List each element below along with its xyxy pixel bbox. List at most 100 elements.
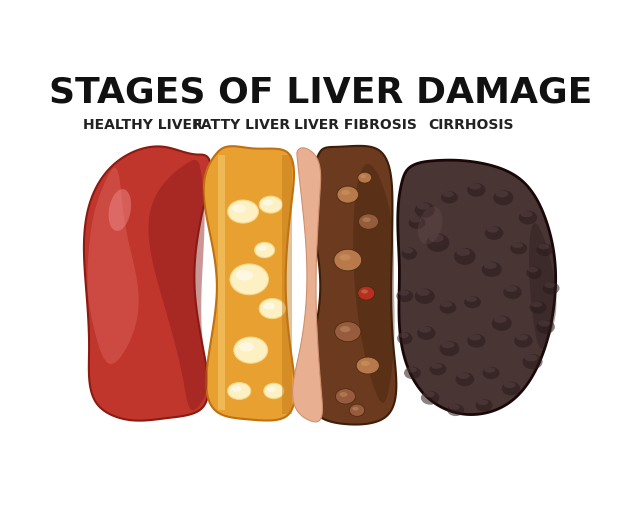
Text: FATTY LIVER: FATTY LIVER — [193, 118, 290, 132]
Ellipse shape — [512, 242, 523, 248]
Ellipse shape — [231, 386, 242, 392]
Ellipse shape — [429, 363, 446, 375]
Ellipse shape — [466, 296, 477, 302]
Ellipse shape — [447, 404, 464, 416]
Text: LIVER FIBROSIS: LIVER FIBROSIS — [294, 118, 417, 132]
Ellipse shape — [454, 248, 476, 265]
Ellipse shape — [449, 404, 460, 409]
Polygon shape — [353, 164, 394, 403]
Ellipse shape — [493, 190, 513, 205]
Ellipse shape — [441, 341, 454, 348]
Ellipse shape — [419, 327, 431, 333]
Ellipse shape — [458, 373, 470, 379]
Ellipse shape — [525, 354, 538, 361]
Ellipse shape — [536, 244, 553, 256]
Polygon shape — [148, 160, 208, 410]
Ellipse shape — [469, 183, 481, 190]
Ellipse shape — [258, 245, 267, 251]
Ellipse shape — [426, 234, 449, 252]
Ellipse shape — [259, 298, 285, 319]
Polygon shape — [529, 223, 557, 349]
Ellipse shape — [504, 382, 516, 388]
Ellipse shape — [234, 337, 268, 363]
Ellipse shape — [485, 226, 503, 240]
Polygon shape — [292, 148, 322, 422]
Ellipse shape — [421, 391, 439, 405]
Ellipse shape — [399, 332, 409, 338]
Ellipse shape — [396, 290, 413, 302]
Ellipse shape — [415, 202, 435, 218]
Ellipse shape — [510, 242, 527, 254]
Ellipse shape — [536, 320, 555, 334]
Ellipse shape — [255, 242, 275, 258]
Ellipse shape — [398, 290, 409, 296]
Ellipse shape — [415, 288, 435, 304]
Ellipse shape — [441, 191, 458, 203]
Ellipse shape — [526, 267, 542, 279]
Ellipse shape — [439, 341, 459, 356]
Ellipse shape — [397, 332, 413, 345]
Ellipse shape — [339, 392, 347, 397]
Ellipse shape — [259, 196, 282, 213]
Ellipse shape — [439, 301, 456, 314]
Ellipse shape — [264, 383, 284, 399]
Ellipse shape — [418, 207, 443, 244]
Ellipse shape — [341, 190, 350, 195]
Ellipse shape — [109, 189, 131, 231]
Ellipse shape — [502, 382, 520, 396]
Ellipse shape — [443, 192, 454, 197]
Ellipse shape — [267, 387, 276, 392]
Ellipse shape — [456, 372, 474, 386]
Ellipse shape — [483, 367, 500, 379]
Ellipse shape — [336, 389, 356, 404]
Ellipse shape — [406, 367, 417, 373]
Ellipse shape — [228, 382, 251, 399]
Ellipse shape — [334, 249, 362, 271]
Ellipse shape — [494, 316, 507, 323]
Polygon shape — [218, 155, 225, 410]
Ellipse shape — [492, 315, 512, 331]
Ellipse shape — [523, 354, 543, 370]
Ellipse shape — [514, 334, 533, 348]
Ellipse shape — [339, 254, 351, 261]
Ellipse shape — [228, 200, 259, 223]
Ellipse shape — [476, 399, 493, 412]
Ellipse shape — [538, 320, 550, 327]
Ellipse shape — [464, 296, 481, 309]
Ellipse shape — [358, 286, 375, 300]
Text: STAGES OF LIVER DAMAGE: STAGES OF LIVER DAMAGE — [49, 76, 593, 110]
Ellipse shape — [441, 302, 452, 307]
Ellipse shape — [519, 211, 537, 225]
Polygon shape — [84, 147, 211, 421]
Ellipse shape — [485, 367, 495, 373]
Ellipse shape — [236, 270, 253, 281]
Ellipse shape — [402, 247, 417, 260]
Ellipse shape — [521, 211, 533, 217]
Ellipse shape — [417, 203, 430, 210]
Polygon shape — [308, 146, 396, 424]
Text: CIRRHOSIS: CIRRHOSIS — [428, 118, 514, 132]
Ellipse shape — [516, 334, 528, 340]
Text: HEALTHY LIVER: HEALTHY LIVER — [83, 118, 203, 132]
Ellipse shape — [404, 367, 421, 379]
Ellipse shape — [477, 399, 488, 405]
Ellipse shape — [362, 217, 371, 222]
Ellipse shape — [505, 286, 517, 292]
Ellipse shape — [352, 407, 359, 410]
Ellipse shape — [409, 217, 426, 229]
Ellipse shape — [417, 289, 430, 296]
Ellipse shape — [239, 342, 254, 352]
Ellipse shape — [531, 302, 542, 307]
Ellipse shape — [356, 357, 379, 374]
Ellipse shape — [358, 172, 372, 183]
Ellipse shape — [349, 404, 365, 416]
Ellipse shape — [417, 326, 436, 340]
Ellipse shape — [423, 391, 435, 397]
Ellipse shape — [359, 214, 379, 229]
Ellipse shape — [403, 248, 413, 253]
Ellipse shape — [486, 226, 499, 233]
Ellipse shape — [528, 267, 538, 272]
Ellipse shape — [467, 334, 486, 348]
Ellipse shape — [230, 264, 269, 295]
Ellipse shape — [232, 204, 246, 213]
